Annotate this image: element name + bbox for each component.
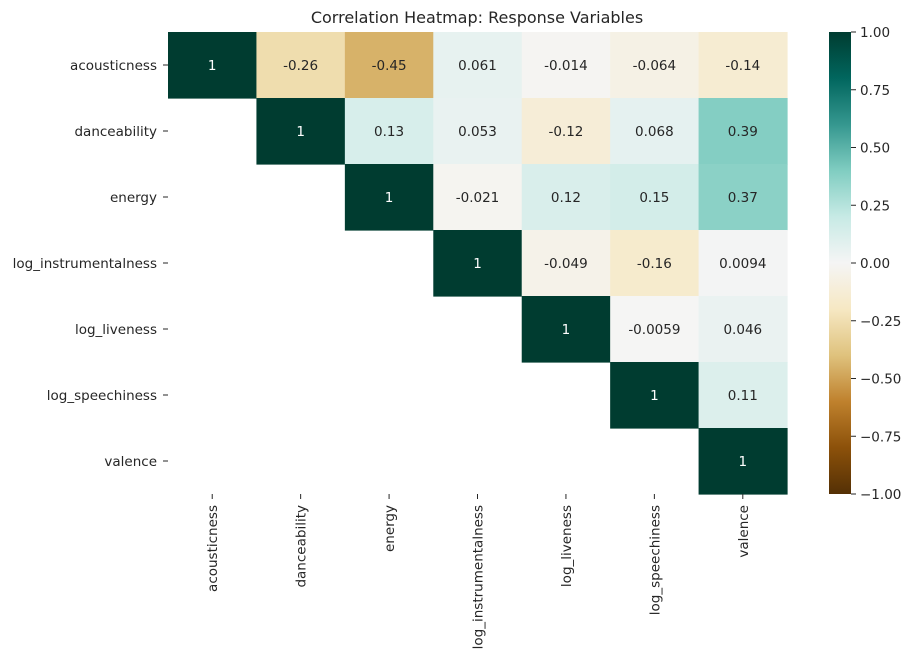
heatmap-cell [610,32,700,99]
cell-value-label: 1 [208,58,217,74]
heatmap-cell [256,98,346,165]
cell-value-label: 1 [650,388,659,404]
cell-value-label: -0.021 [456,190,500,206]
cell-value-label: 1 [739,454,748,470]
heatmap-cell [256,32,346,99]
cell-value-label: 0.068 [635,124,674,140]
heatmap-cell [698,296,788,363]
colorbar-tick-label: −0.75 [860,429,901,445]
y-tick-label: log_instrumentalness [13,256,157,272]
heatmap-cell [433,230,523,297]
heatmap-cell [698,362,788,429]
heatmap-cell [610,164,700,231]
cell-value-label: -0.064 [633,58,677,74]
heatmap-cell [698,32,788,99]
cell-value-label: 0.0094 [719,256,766,272]
heatmap-cell [698,164,788,231]
colorbar-tick-label: −0.50 [860,372,901,388]
x-tick-label: danceability [294,505,310,588]
cell-value-label: -0.14 [725,58,760,74]
heatmap-cell [698,98,788,165]
cell-value-label: 0.37 [728,190,758,206]
chart-title: Correlation Heatmap: Response Variables [311,8,643,27]
colorbar-tick-label: 0.75 [860,83,890,99]
y-tick-label: danceability [74,124,157,140]
heatmap-cell [521,98,611,165]
x-axis: acousticness danceability energy log_instru… [205,494,752,649]
cell-value-label: -0.16 [637,256,672,272]
cell-value-label: 0.046 [723,322,762,338]
cell-value-label: 1 [473,256,482,272]
heatmap-cell [344,98,434,165]
cell-value-label: -0.014 [544,58,588,74]
cell-value-label: 0.39 [728,124,758,140]
heatmap-cell [433,32,523,99]
cell-value-label: 0.15 [639,190,669,206]
cell-value-label: -0.0059 [628,322,680,338]
heatmap-cell [610,98,700,165]
colorbar-tick-label: 0.50 [860,141,890,157]
colorbar-tick-label: 1.00 [860,25,890,41]
colorbar-tick-label: −1.00 [860,487,901,503]
cell-value-label: 0.12 [551,190,581,206]
cell-value-label: 1 [296,124,305,140]
cell-value-label: 1 [562,322,571,338]
heatmap-cell [521,230,611,297]
cell-value-label: 0.053 [458,124,497,140]
heatmap-cell [521,164,611,231]
heatmap-cell [610,362,700,429]
x-tick-label: acousticness [205,505,221,592]
cell-value-label: 0.13 [374,124,404,140]
heatmap-cell [433,164,523,231]
y-tick-label: acousticness [70,58,157,74]
x-tick-label: log_instrumentalness [471,505,487,649]
heatmap-cell [521,296,611,363]
heatmap-cell [433,98,523,165]
heatmap-cells: 1 -0.26 -0.45 0.061 -0.014 -0.064 -0.14 1 0.13 0.… [168,32,788,495]
y-tick-label: valence [104,454,157,470]
heatmap-cell [610,230,700,297]
y-tick-label: energy [110,190,157,206]
x-tick-label: energy [382,505,398,552]
x-tick-label: valence [736,505,752,558]
cell-value-label: 0.061 [458,58,497,74]
cell-value-label: -0.049 [544,256,588,272]
y-tick-label: log_speechiness [47,388,157,404]
colorbar-tick-label: 0.25 [860,198,890,214]
heatmap-cell [521,32,611,99]
cell-value-label: -0.45 [372,58,407,74]
y-axis: acousticness danceability energy log_instru… [13,58,168,470]
colorbar-tick-label: 0.00 [860,256,890,272]
cell-value-label: -0.26 [283,58,318,74]
x-tick-label: log_liveness [559,505,575,587]
heatmap-cell [698,428,788,495]
heatmap-cell [344,164,434,231]
colorbar: 1.00 0.75 0.50 0.25 0.00 −0.25 −0.50 −0.75 −1.00 [829,25,901,503]
cell-value-label: 0.11 [728,388,758,404]
colorbar-gradient [829,32,851,494]
x-tick-label: log_speechiness [647,505,663,615]
cell-value-label: 1 [385,190,394,206]
heatmap-cell [168,32,258,99]
heatmap-cell [344,32,434,99]
colorbar-tick-label: −0.25 [860,314,901,330]
y-tick-label: log_liveness [75,322,157,338]
cell-value-label: -0.12 [548,124,583,140]
heatmap-cell [698,230,788,297]
heatmap-cell [610,296,700,363]
